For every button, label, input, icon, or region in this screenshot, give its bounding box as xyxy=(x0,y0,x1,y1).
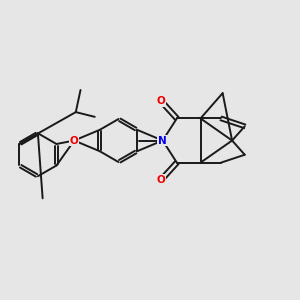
Text: O: O xyxy=(157,96,165,106)
Text: N: N xyxy=(158,136,167,146)
Text: O: O xyxy=(70,136,79,146)
Text: O: O xyxy=(157,175,165,185)
